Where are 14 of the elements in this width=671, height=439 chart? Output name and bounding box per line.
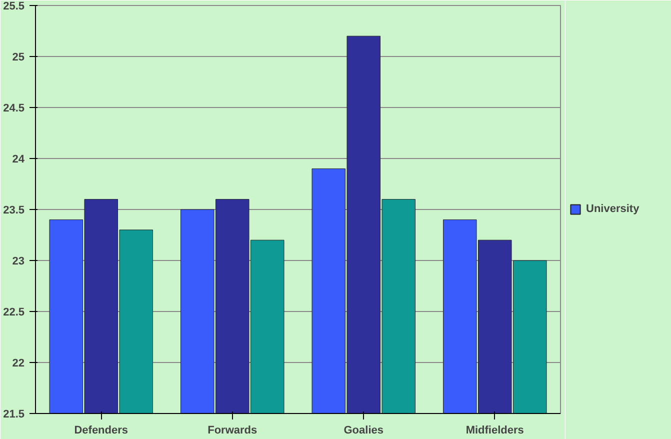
y-tick-label: 22.5 [3,306,25,318]
x-tick-label: Forwards [208,424,258,436]
y-tick-label: 22 [12,358,25,370]
y-tick-label: 21.5 [3,408,25,420]
y-tick-label: 24 [12,154,26,166]
x-tick-label: Midfielders [466,424,524,436]
y-tick-label: 23.5 [3,204,25,216]
y-tick-label: 25.5 [3,0,25,12]
y-tick-label: 25 [12,52,25,64]
y-tick-label: 23 [12,256,25,268]
x-tick-label: Goalies [344,424,384,436]
legend-label: University [586,203,640,215]
x-tick-label: Defenders [74,424,128,436]
y-tick-label: 24.5 [3,102,25,114]
